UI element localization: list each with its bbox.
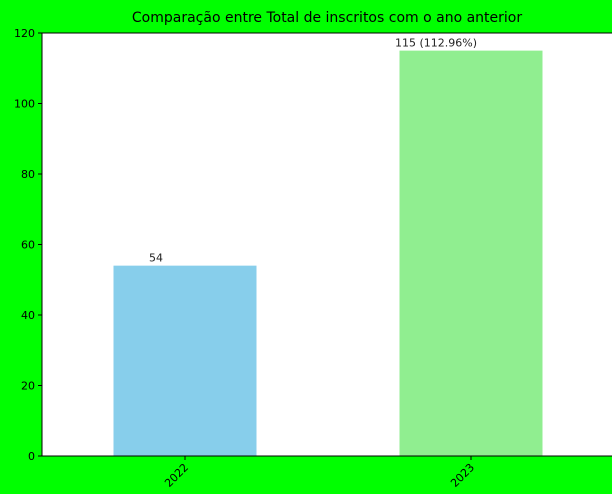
data-labels-group: 54 115 (112.96%) [149,37,477,265]
bar-2023 [399,50,543,456]
y-tick-label-40: 40 [21,309,35,322]
chart-title: Comparação entre Total de inscritos com … [132,10,522,26]
data-label-2023: 115 (112.96%) [395,37,477,50]
data-label-2022: 54 [149,252,163,265]
y-tick-label-0: 0 [28,450,35,463]
y-tick-label-100: 100 [14,98,35,111]
y-tick-label-80: 80 [21,168,35,181]
x-tick-label-2023: 2023 [448,461,477,490]
y-tick-label-20: 20 [21,380,35,393]
y-tick-label-120: 120 [14,27,35,40]
x-tick-label-2022: 2022 [162,461,191,490]
y-tick-label-60: 60 [21,239,35,252]
bars-group [113,50,543,456]
y-axis: 0 20 40 60 80 100 120 [14,27,42,463]
bar-2022 [113,265,257,456]
x-axis: 2022 2023 [162,456,477,490]
